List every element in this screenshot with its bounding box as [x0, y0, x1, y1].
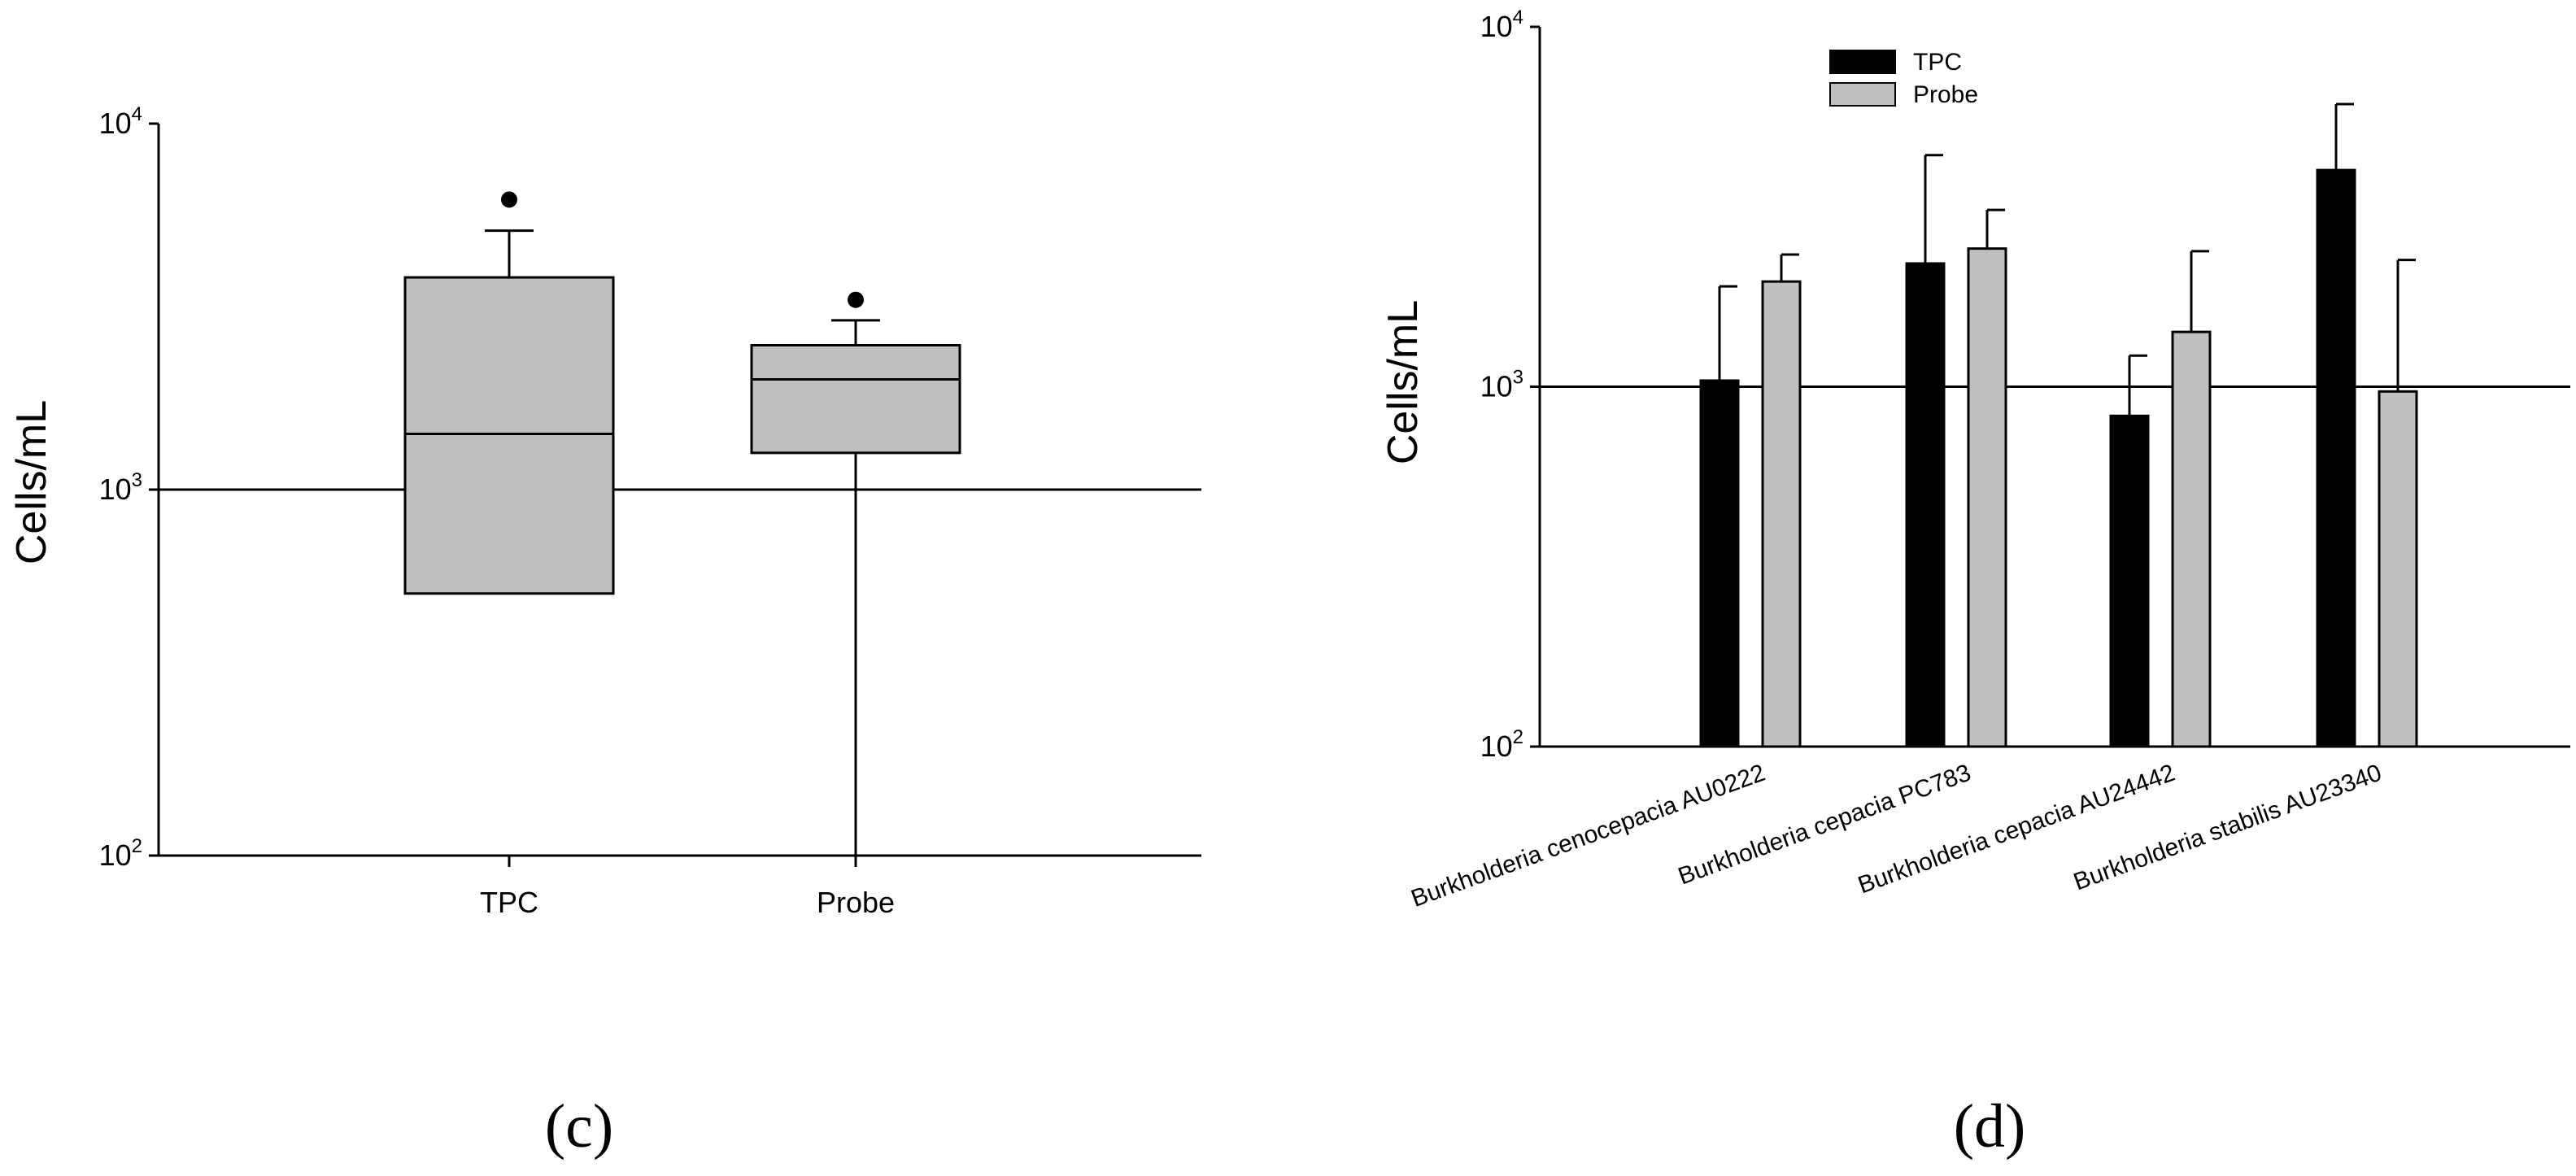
- y-tick-exponent: 4: [1513, 7, 1523, 28]
- x-category-label: Probe: [817, 886, 895, 919]
- box-iqr: [750, 343, 961, 455]
- x-category-label: Burkholderia cepacia AU24442: [1855, 760, 2178, 899]
- y-tick-label: 103: [1480, 367, 1523, 403]
- y-tick-base: 10: [1480, 10, 1513, 43]
- bar-tpc: [2316, 168, 2356, 748]
- y-tick-base: 10: [99, 107, 132, 140]
- bar-probe: [2378, 390, 2418, 748]
- legend-swatch-tpc: [1829, 50, 1896, 74]
- y-tick-base: 10: [1480, 370, 1513, 403]
- box-plot-boxes: [403, 191, 961, 856]
- y-tick-exponent: 2: [132, 835, 142, 857]
- bar-chart-bars: [1699, 102, 2418, 748]
- box-plot-category-labels: TPC Probe: [480, 856, 895, 919]
- bar-chart-legend: TPC Probe: [1829, 49, 1978, 108]
- bar-tpc: [2109, 414, 2150, 748]
- bar-tpc: [1699, 379, 1740, 748]
- y-tick-base: 10: [99, 838, 132, 872]
- y-tick-exponent: 4: [132, 103, 142, 125]
- x-category-label: TPC: [480, 886, 538, 919]
- panel-label-c: (c): [545, 1092, 613, 1161]
- box-tpc: [403, 191, 615, 595]
- x-category-label: Burkholderia cenocepacia AU0222: [1408, 760, 1769, 912]
- bar-probe: [2171, 330, 2212, 748]
- legend-label-tpc: TPC: [1913, 49, 1962, 76]
- box-probe: [750, 291, 961, 856]
- outlier-point: [848, 291, 864, 308]
- legend-swatch-probe: [1829, 82, 1896, 107]
- bar-chart-y-axis-label: Cells/mL: [1380, 300, 1427, 464]
- box-plot-axes: [157, 124, 1201, 857]
- outlier-point: [501, 191, 517, 208]
- bar-probe: [1761, 280, 1802, 748]
- y-tick-base: 10: [99, 473, 132, 506]
- y-tick-label: 104: [99, 103, 142, 140]
- y-tick-exponent: 3: [1513, 367, 1523, 389]
- y-tick-exponent: 3: [132, 469, 142, 491]
- bar-chart-category-labels: Burkholderia cenocepacia AU0222 Burkholde…: [1408, 760, 2386, 912]
- legend-label-probe: Probe: [1913, 81, 1978, 108]
- y-tick-label: 104: [1480, 7, 1523, 43]
- bar-probe: [1967, 247, 2007, 748]
- y-tick-exponent: 2: [1513, 726, 1523, 748]
- y-tick-base: 10: [1480, 730, 1513, 763]
- box-iqr: [403, 276, 615, 595]
- panel-label-d: (d): [1954, 1092, 2026, 1161]
- y-tick-label: 102: [1480, 726, 1523, 763]
- box-plot-y-axis-label: Cells/mL: [8, 400, 55, 564]
- bar-tpc: [1905, 262, 1946, 748]
- y-tick-label: 102: [99, 835, 142, 872]
- y-tick-label: 103: [99, 469, 142, 506]
